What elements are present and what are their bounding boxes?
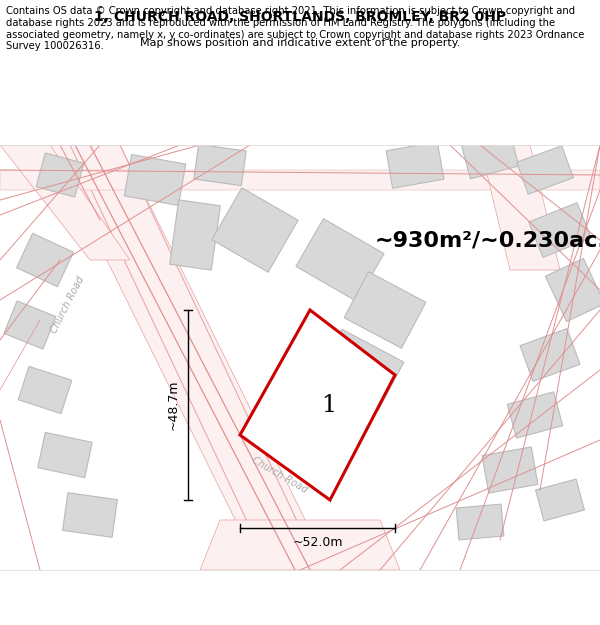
Polygon shape [386, 142, 444, 188]
Polygon shape [344, 272, 426, 348]
Polygon shape [529, 202, 591, 258]
Text: 1, CHURCH ROAD, SHORTLANDS, BROMLEY, BR2 0HP: 1, CHURCH ROAD, SHORTLANDS, BROMLEY, BR2… [94, 10, 506, 24]
Text: Map shows position and indicative extent of the property.: Map shows position and indicative extent… [140, 39, 460, 49]
Text: 1: 1 [321, 394, 337, 416]
Polygon shape [38, 432, 92, 478]
Polygon shape [70, 145, 320, 570]
Polygon shape [0, 170, 600, 190]
Polygon shape [124, 154, 186, 206]
Polygon shape [482, 447, 538, 493]
Polygon shape [212, 188, 298, 272]
Polygon shape [170, 200, 220, 270]
Polygon shape [517, 146, 574, 194]
Polygon shape [507, 392, 563, 438]
Polygon shape [17, 233, 73, 287]
Polygon shape [240, 310, 395, 500]
Polygon shape [36, 153, 84, 197]
Polygon shape [480, 145, 560, 270]
Polygon shape [545, 259, 600, 321]
Text: ~52.0m: ~52.0m [292, 536, 343, 549]
Polygon shape [456, 504, 504, 540]
Polygon shape [461, 131, 519, 179]
Text: ~48.7m: ~48.7m [167, 380, 180, 430]
Polygon shape [0, 145, 130, 260]
Polygon shape [4, 301, 56, 349]
Text: Contains OS data © Crown copyright and database right 2021. This information is : Contains OS data © Crown copyright and d… [6, 6, 584, 51]
Polygon shape [296, 219, 384, 301]
Polygon shape [520, 329, 580, 381]
Polygon shape [62, 492, 118, 538]
Text: Church Road: Church Road [250, 455, 310, 495]
Polygon shape [536, 479, 584, 521]
Polygon shape [316, 329, 404, 411]
Polygon shape [50, 145, 290, 570]
Text: Church Road: Church Road [49, 275, 86, 335]
Polygon shape [200, 520, 400, 570]
Polygon shape [18, 366, 72, 414]
Polygon shape [194, 144, 246, 186]
Text: ~930m²/~0.230ac.: ~930m²/~0.230ac. [375, 230, 600, 250]
Polygon shape [80, 145, 330, 570]
